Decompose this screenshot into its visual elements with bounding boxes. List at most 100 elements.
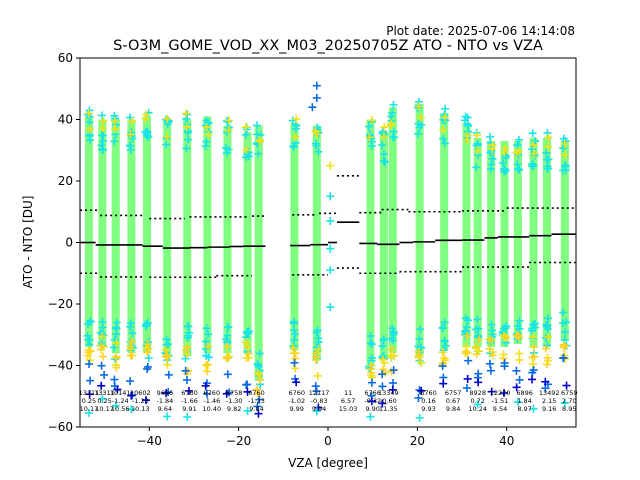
vza-column [471,128,484,409]
outlier-point [99,117,108,126]
y-tick-label: 0 [65,236,73,250]
outlier-point [97,361,106,370]
outlier-point [440,318,449,327]
outlier-point [365,133,374,142]
outlier-point [128,329,137,338]
stat-label: 6.57 [341,397,355,405]
outlier-point [541,344,550,353]
outlier-point [254,370,263,379]
outlier-point [183,412,192,421]
outlier-point [162,335,171,344]
outlier-point [544,133,553,142]
center-point [326,192,335,201]
vza-column [83,106,95,418]
outlier-point [472,163,481,172]
outlier-point [203,389,212,398]
outlier-point [366,331,375,340]
outlier-point [84,335,93,344]
outlier-point [387,345,396,354]
outlier-point [161,345,170,354]
outlier-point [512,148,521,157]
outlier-point [461,349,470,358]
outlier-point [365,122,374,131]
outlier-point [378,370,387,379]
outlier-point [389,100,398,109]
outlier-point [488,154,497,163]
outlier-point [201,337,210,346]
stat-label: 10602 [130,389,151,397]
outlier-point [388,385,397,394]
outlier-point [378,342,387,351]
vza-column [125,113,137,414]
outlier-point [487,145,496,154]
outlier-point [462,322,471,331]
outlier-point [182,350,191,359]
dense-band [529,137,538,348]
dense-band [487,141,496,348]
dense-band [415,104,424,357]
outlier-point [144,133,153,142]
outlier-point [126,319,135,328]
y-tick-label: −40 [48,359,73,373]
outlier-point [366,339,375,348]
outlier-point [474,378,483,387]
outlier-point [163,114,172,123]
outlier-point [223,354,232,363]
stat-label: 10.13 [131,405,150,413]
outlier-point [203,118,212,127]
outlier-point [528,129,537,138]
dense-band [84,116,93,348]
outlier-point [162,140,171,149]
stat-label: 9.94 [312,405,326,413]
outlier-point [311,139,320,148]
stat-label: 0.25 [97,397,111,405]
y-tick-label: 60 [58,51,73,65]
outlier-point [560,161,569,170]
stat-label: -1.02 [288,397,305,405]
outlier-point [254,362,263,371]
outlier-point [416,325,425,334]
outlier-point [438,348,447,357]
outlier-point [515,375,524,384]
outlier-point [529,366,538,375]
outlier-point [111,117,120,126]
outlier-point [222,149,231,158]
outlier-point [414,394,423,403]
vza-column [109,111,122,410]
outlier-point [311,382,320,391]
outlier-point [202,137,211,146]
outlier-point [561,162,570,171]
outlier-point [544,155,553,164]
outlier-point [472,141,481,150]
dense-band [163,119,172,357]
outlier-point [500,389,509,398]
x-axis-label: VZA [degree] [288,456,368,470]
outlier-point [542,360,551,369]
outlier-point [487,387,496,396]
outlier-point [111,361,120,370]
outlier-point [224,323,233,332]
outlier-point [414,102,423,111]
outlier-point [143,348,152,357]
outlier-point [528,333,537,342]
stat-label: 13311 [79,389,100,397]
outlier-point [389,327,398,336]
outlier-point [85,125,94,134]
stat-label: 9.91 [182,405,196,413]
outlier-point [255,395,264,404]
outlier-point [560,327,569,336]
outlier-point [252,121,261,130]
outlier-point [379,132,388,141]
vza-column [96,111,109,403]
vza-column [181,109,193,421]
outlier-point [381,158,390,167]
outlier-point [461,328,470,337]
vza-column [512,135,524,406]
outlier-point [513,397,522,406]
dense-band [143,116,152,354]
outlier-point [184,135,193,144]
outlier-point [128,351,137,360]
x-tick-label: 0 [324,434,332,448]
x-axis: −40 −20 0 20 40 [137,427,514,448]
vza-column [201,116,213,398]
